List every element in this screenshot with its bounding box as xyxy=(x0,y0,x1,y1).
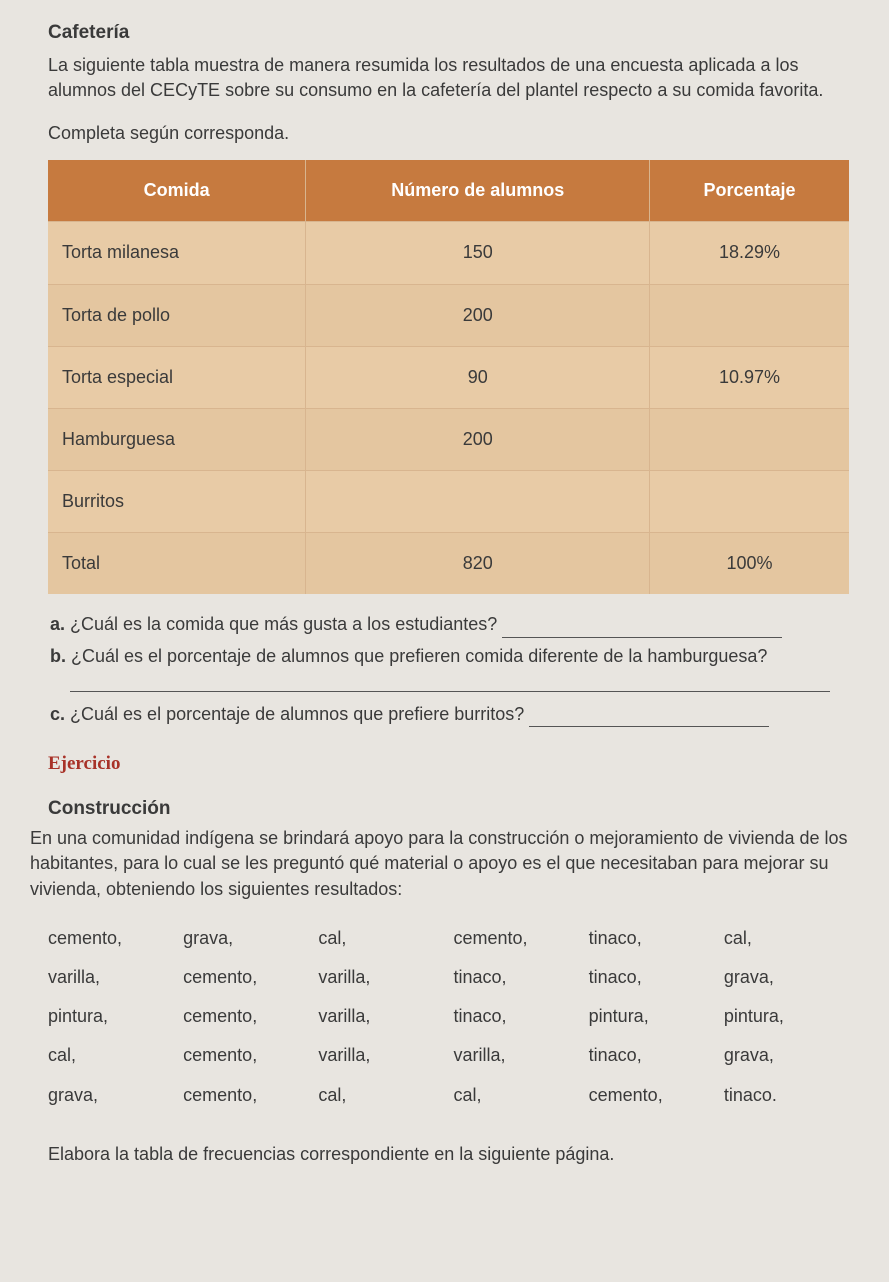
instruction-text: Completa según corresponda. xyxy=(48,121,849,146)
cell-food: Hamburguesa xyxy=(48,408,306,470)
material-item: cal, xyxy=(318,926,443,951)
material-item: cal, xyxy=(48,1043,173,1068)
section-title-construccion: Construcción xyxy=(48,796,849,823)
material-item: varilla, xyxy=(453,1043,578,1068)
material-item: pintura, xyxy=(48,1004,173,1029)
th-porcentaje: Porcentaje xyxy=(650,160,849,222)
material-item: cal, xyxy=(318,1083,443,1108)
q-text: ¿Cuál es el porcentaje de alumnos que pr… xyxy=(71,646,767,666)
q-label: c. xyxy=(50,704,65,724)
cell-food: Torta especial xyxy=(48,346,306,408)
cell-pct: 100% xyxy=(650,533,849,595)
material-item: varilla, xyxy=(318,1043,443,1068)
footer-instruction: Elabora la tabla de frecuencias correspo… xyxy=(48,1142,849,1167)
cell-num: 820 xyxy=(306,533,650,595)
material-item: tinaco, xyxy=(589,965,714,990)
th-numero: Número de alumnos xyxy=(306,160,650,222)
material-item: tinaco, xyxy=(589,926,714,951)
material-item: cemento, xyxy=(183,965,308,990)
material-item: tinaco, xyxy=(453,965,578,990)
material-item: tinaco, xyxy=(453,1004,578,1029)
cell-num: 90 xyxy=(306,346,650,408)
material-item: cemento, xyxy=(48,926,173,951)
question-a: a. ¿Cuál es la comida que más gusta a lo… xyxy=(50,612,849,637)
material-item: cemento, xyxy=(589,1083,714,1108)
material-item: pintura, xyxy=(589,1004,714,1029)
material-item: grava, xyxy=(48,1083,173,1108)
material-item: varilla, xyxy=(48,965,173,990)
q-text: ¿Cuál es el porcentaje de alumnos que pr… xyxy=(70,704,524,724)
cell-food: Total xyxy=(48,533,306,595)
cell-food: Torta de pollo xyxy=(48,284,306,346)
material-item: cemento, xyxy=(183,1043,308,1068)
answer-line xyxy=(502,637,782,638)
table-row: Total 820 100% xyxy=(48,533,849,595)
questions-block: a. ¿Cuál es la comida que más gusta a lo… xyxy=(50,612,849,727)
question-c: c. ¿Cuál es el porcentaje de alumnos que… xyxy=(50,702,849,727)
ejercicio-heading: Ejercicio xyxy=(48,751,849,778)
q-label: b. xyxy=(50,646,66,666)
cell-num: 200 xyxy=(306,284,650,346)
table-row: Torta especial 90 10.97% xyxy=(48,346,849,408)
table-row: Burritos xyxy=(48,471,849,533)
answer-line xyxy=(70,691,830,692)
cell-num: 150 xyxy=(306,222,650,284)
cell-num xyxy=(306,471,650,533)
cell-food: Torta milanesa xyxy=(48,222,306,284)
intro-text: La siguiente tabla muestra de manera res… xyxy=(48,53,849,103)
material-item: cemento, xyxy=(183,1004,308,1029)
table-row: Torta de pollo 200 xyxy=(48,284,849,346)
cell-pct: 18.29% xyxy=(650,222,849,284)
cell-num: 200 xyxy=(306,408,650,470)
survey-table: Comida Número de alumnos Porcentaje Tort… xyxy=(48,160,849,594)
construccion-text: En una comunidad indígena se brindará ap… xyxy=(30,826,849,902)
material-item: varilla, xyxy=(318,965,443,990)
cell-pct: 10.97% xyxy=(650,346,849,408)
answer-line xyxy=(529,726,769,727)
material-item: pintura, xyxy=(724,1004,849,1029)
material-item: cal, xyxy=(453,1083,578,1108)
material-item: grava, xyxy=(724,965,849,990)
section-title-cafeteria: Cafetería xyxy=(48,20,849,47)
material-item: cal, xyxy=(724,926,849,951)
q-label: a. xyxy=(50,614,65,634)
material-item: grava, xyxy=(724,1043,849,1068)
material-item: grava, xyxy=(183,926,308,951)
cell-pct xyxy=(650,408,849,470)
materials-grid: cemento, grava, cal, cemento, tinaco, ca… xyxy=(48,926,849,1108)
q-text: ¿Cuál es la comida que más gusta a los e… xyxy=(70,614,497,634)
table-row: Hamburguesa 200 xyxy=(48,408,849,470)
table-row: Torta milanesa 150 18.29% xyxy=(48,222,849,284)
material-item: cemento, xyxy=(453,926,578,951)
th-comida: Comida xyxy=(48,160,306,222)
question-b: b. ¿Cuál es el porcentaje de alumnos que… xyxy=(50,644,849,692)
material-item: varilla, xyxy=(318,1004,443,1029)
cell-pct xyxy=(650,284,849,346)
material-item: tinaco, xyxy=(589,1043,714,1068)
material-item: tinaco. xyxy=(724,1083,849,1108)
cell-pct xyxy=(650,471,849,533)
cell-food: Burritos xyxy=(48,471,306,533)
material-item: cemento, xyxy=(183,1083,308,1108)
